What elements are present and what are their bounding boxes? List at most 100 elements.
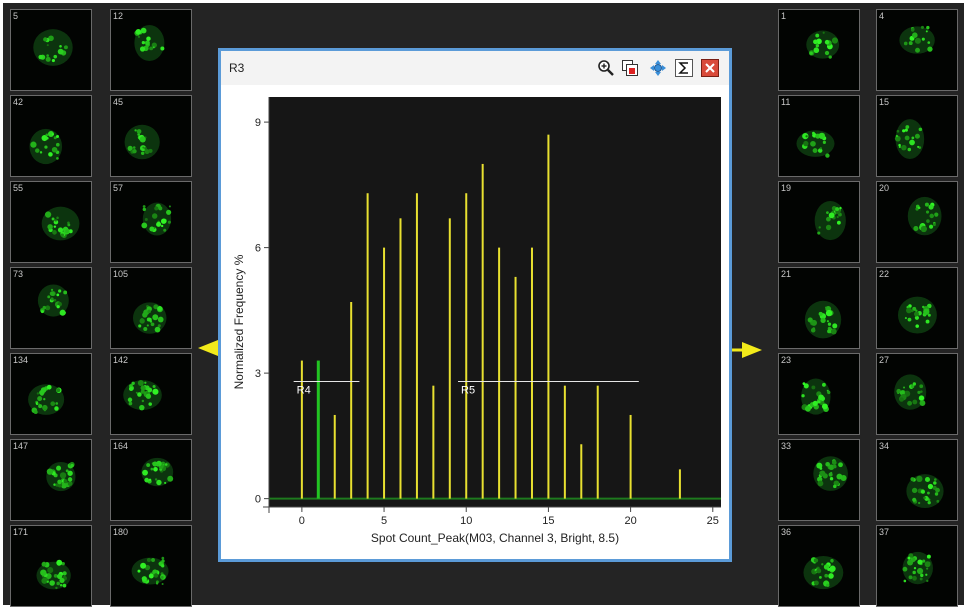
tile-object-number: 20 [879,183,890,193]
cell-image-tile[interactable]: 134 [10,353,92,435]
cell-image [801,378,831,415]
tile-object-number: 42 [13,97,24,107]
plot-area[interactable]: R4 R5 0 3 6 9 0 5 10 15 20 25 Spot Count_Peak(M03, C… [221,85,729,559]
y-tick-label: 0 [255,494,261,506]
x-tick-label: 0 [299,515,305,527]
sum-icon[interactable] [675,59,693,77]
histogram-bar [498,247,501,499]
histogram-bar [547,134,550,499]
window-title: R3 [229,61,245,75]
plot-background [269,97,721,507]
tile-object-number: 73 [13,269,24,279]
tile-object-number: 15 [879,97,890,107]
copy-image-icon[interactable] [621,59,639,77]
histogram-bar [366,193,369,499]
close-icon[interactable] [701,59,719,77]
cell-image-tile[interactable]: 23 [778,353,860,435]
cell-image-tile[interactable]: 180 [110,525,192,607]
cell-image [897,296,937,334]
tile-object-number: 5 [13,11,19,21]
cell-image [29,128,63,165]
histogram-bar [383,247,386,499]
cell-image [906,474,944,509]
tile-object-number: 22 [879,269,890,279]
tile-object-number: 4 [879,11,885,21]
cell-image [902,551,933,585]
histogram-bar [596,385,599,499]
cell-image [46,461,76,492]
tile-object-number: 55 [13,183,24,193]
cell-image [132,302,167,334]
cell-image-tile[interactable]: 73 [10,267,92,349]
cell-image [33,29,73,66]
tile-object-number: 12 [113,11,124,21]
pan-icon[interactable] [649,59,667,77]
cell-image-tile[interactable]: 33 [778,439,860,521]
cell-image [796,130,835,158]
zoom-icon[interactable] [597,59,615,77]
tile-object-number: 142 [113,355,129,365]
histogram-window[interactable]: R3 R4 R5 0 3 6 9 0 5 10 15 20 25 Spot Count_Peak(M03… [218,48,732,562]
cell-image-tile[interactable]: 19 [778,181,860,263]
cell-image-tile[interactable]: 12 [110,9,192,91]
histogram-bar [432,385,435,499]
cell-image-tile[interactable]: 27 [876,353,958,435]
histogram-bar [629,414,632,499]
tile-object-number: 33 [781,441,792,451]
x-axis-label: Spot Count_Peak(M03, Channel 3, Bright, … [371,531,619,545]
x-tick-label: 5 [381,515,387,527]
cell-image [131,556,169,586]
histogram-bar [563,385,566,499]
histogram-bar [350,302,353,499]
cell-image-tile[interactable]: 147 [10,439,92,521]
cell-image-tile[interactable]: 22 [876,267,958,349]
cell-image-tile[interactable]: 15 [876,95,958,177]
cell-image-tile[interactable]: 4 [876,9,958,91]
tile-object-number: 171 [13,527,29,537]
tile-object-number: 11 [781,97,791,107]
tile-object-number: 21 [781,269,792,279]
tile-object-number: 37 [879,527,890,537]
cell-image-tile[interactable]: 42 [10,95,92,177]
histogram-bar [448,218,451,499]
y-tick-label: 3 [255,368,261,380]
region-label: R5 [461,384,475,396]
cell-image [907,196,942,236]
cell-image-tile[interactable]: 5 [10,9,92,91]
cell-image-tile[interactable]: 57 [110,181,192,263]
cell-image-tile[interactable]: 36 [778,525,860,607]
cell-image-tile[interactable]: 45 [110,95,192,177]
histogram-bar [481,163,484,499]
tile-object-number: 164 [113,441,129,451]
tile-object-number: 105 [113,269,129,279]
x-tick-label: 15 [542,515,554,527]
region-label: R4 [297,384,311,396]
histogram-chart[interactable]: R4 R5 0 3 6 9 0 5 10 15 20 25 Spot Count_Peak(M03, C… [221,85,729,559]
y-tick-label: 6 [255,243,261,255]
cell-image [123,380,162,411]
tile-object-number: 134 [13,355,29,365]
histogram-bar [678,469,681,499]
cell-image [803,556,844,590]
histogram-bar [300,360,303,499]
cell-image-tile[interactable]: 171 [10,525,92,607]
histogram-bar [333,414,336,499]
cell-image-tile[interactable]: 20 [876,181,958,263]
cell-image-tile[interactable]: 164 [110,439,192,521]
y-tick-label: 9 [255,117,261,129]
cell-image-tile[interactable]: 11 [778,95,860,177]
cell-image-tile[interactable]: 21 [778,267,860,349]
histogram-bar [514,276,517,499]
cell-image-tile[interactable]: 142 [110,353,192,435]
x-tick-label: 20 [624,515,636,527]
cell-image [806,30,840,59]
histogram-bar [580,444,583,499]
histogram-bar [415,193,418,499]
cell-image [37,284,69,317]
cell-image-tile[interactable]: 55 [10,181,92,263]
tile-object-number: 147 [13,441,29,451]
cell-image-tile[interactable]: 34 [876,439,958,521]
cell-image-tile[interactable]: 1 [778,9,860,91]
cell-image-tile[interactable]: 105 [110,267,192,349]
cell-image-tile[interactable]: 37 [876,525,958,607]
